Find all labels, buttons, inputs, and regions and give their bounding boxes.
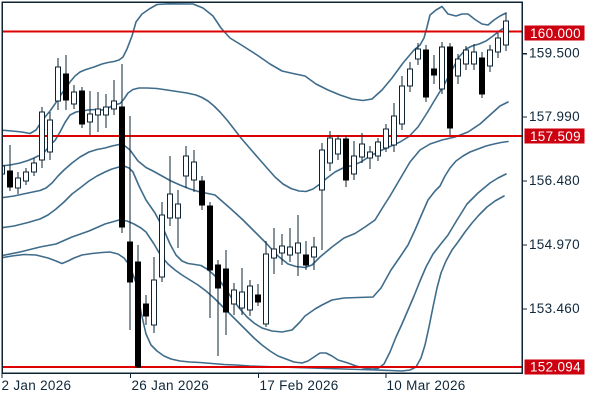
svg-text:157.509: 157.509 xyxy=(530,129,581,144)
svg-text:26 Jan 2026: 26 Jan 2026 xyxy=(132,378,210,393)
svg-text:10 Mar 2026: 10 Mar 2026 xyxy=(387,378,466,393)
svg-text:160.000: 160.000 xyxy=(530,26,581,41)
svg-text:156.480: 156.480 xyxy=(529,173,580,188)
svg-text:152.094: 152.094 xyxy=(530,359,581,374)
svg-text:154.970: 154.970 xyxy=(529,237,580,252)
svg-text:17 Feb 2026: 17 Feb 2026 xyxy=(260,378,339,393)
svg-text:153.460: 153.460 xyxy=(529,301,580,316)
svg-text:157.990: 157.990 xyxy=(529,109,580,124)
svg-text:2 Jan 2026: 2 Jan 2026 xyxy=(2,378,72,393)
svg-text:159.500: 159.500 xyxy=(529,46,580,61)
